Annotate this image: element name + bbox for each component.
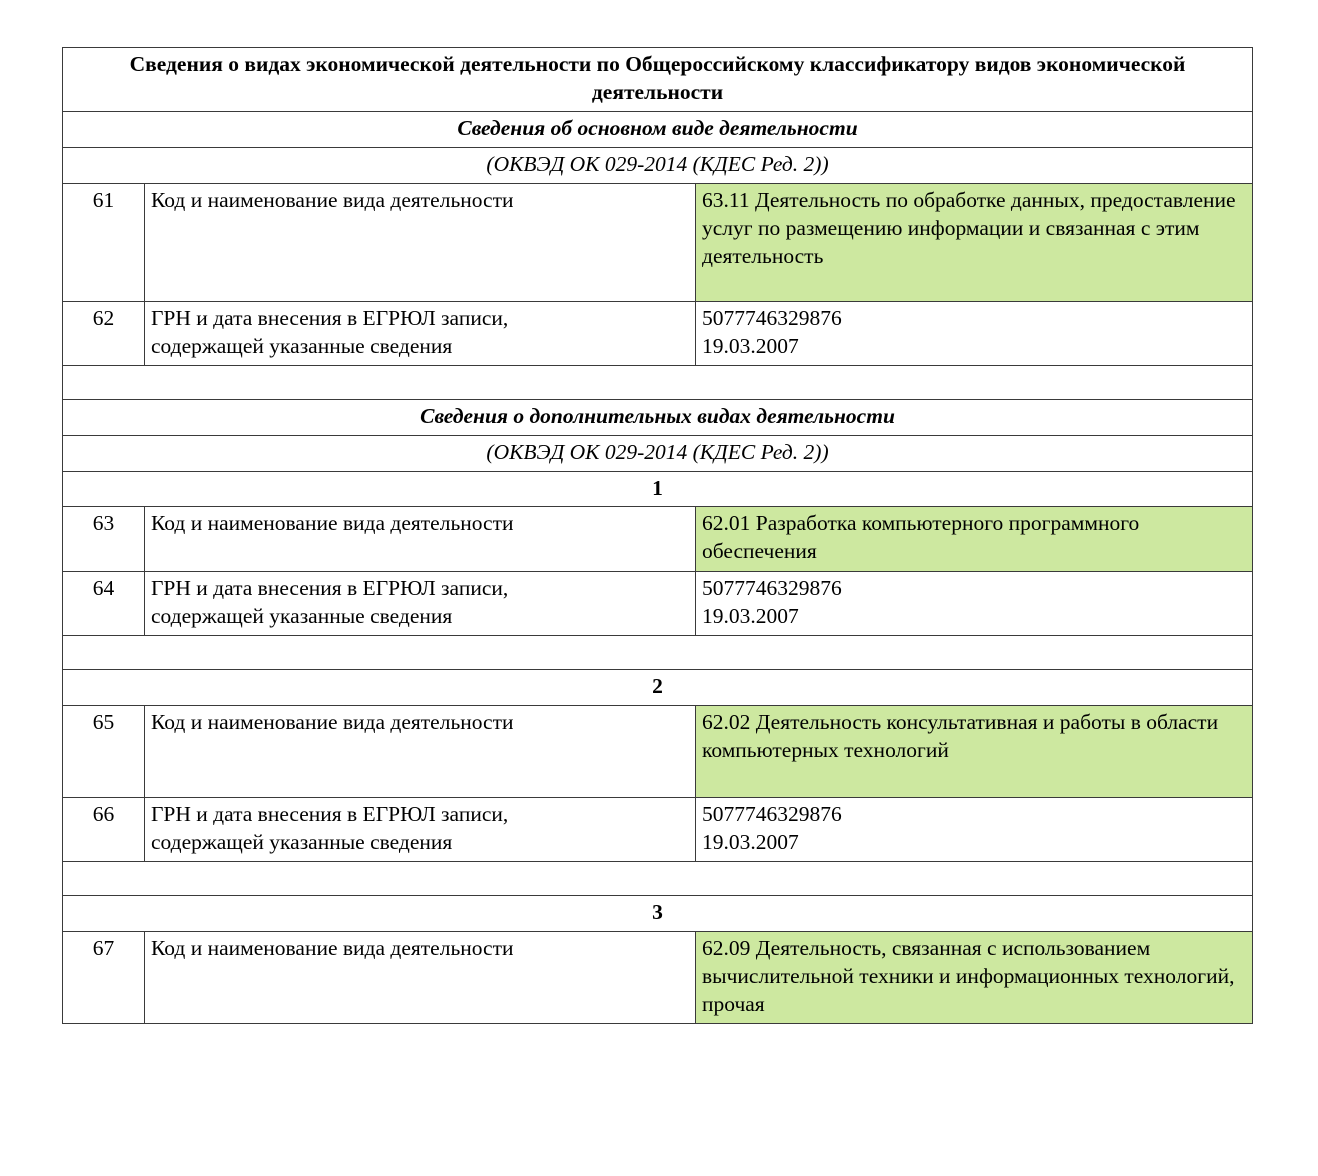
row-label-66-line2: содержащей указанные сведения <box>151 830 453 855</box>
row-value-67: 62.09 Деятельность, связанная с использо… <box>694 931 1254 1025</box>
row-value-62-grn: 5077746329876 <box>702 305 842 330</box>
spacer-cell <box>61 635 1254 671</box>
activity-index-3: 3 <box>61 895 1254 933</box>
row-number-64: 64 <box>62 571 145 637</box>
row-value-61: 63.11 Деятельность по обработке данных, … <box>694 182 1254 302</box>
page-title: Сведения о видах экономической деятельно… <box>61 47 1254 112</box>
row-label-64: ГРН и дата внесения в ЕГРЮЛ записи, соде… <box>144 571 696 637</box>
row-value-62-date: 19.03.2007 <box>702 333 799 358</box>
classifier-main-activity: (ОКВЭД ОК 029-2014 (КДЕС Ред. 2)) <box>61 146 1254 184</box>
row-number-65: 65 <box>62 705 145 799</box>
row-label-62-line1: ГРН и дата внесения в ЕГРЮЛ записи, <box>151 305 509 330</box>
row-label-65: Код и наименование вида деятельности <box>144 705 696 799</box>
spacer-row <box>61 364 1254 400</box>
row-value-66: 5077746329876 19.03.2007 <box>694 797 1254 863</box>
row-label-63: Код и наименование вида деятельности <box>144 506 696 573</box>
table-row: 67 Код и наименование вида деятельности … <box>62 931 1254 1025</box>
row-label-66-line1: ГРН и дата внесения в ЕГРЮЛ записи, <box>151 802 509 827</box>
table-row: 61 Код и наименование вида деятельности … <box>62 182 1254 302</box>
classifier-additional-activities-row: (ОКВЭД ОК 029-2014 (КДЕС Ред. 2)) <box>61 434 1254 472</box>
activity-index-1: 1 <box>61 470 1254 508</box>
table-row: 64 ГРН и дата внесения в ЕГРЮЛ записи, с… <box>62 571 1254 637</box>
table-row: 66 ГРН и дата внесения в ЕГРЮЛ записи, с… <box>62 797 1254 863</box>
row-number-63: 63 <box>62 506 145 573</box>
classifier-additional-activities: (ОКВЭД ОК 029-2014 (КДЕС Ред. 2)) <box>61 434 1254 472</box>
activity-index-2: 2 <box>61 669 1254 707</box>
row-number-61: 61 <box>62 182 145 302</box>
row-number-67: 67 <box>62 931 145 1025</box>
row-number-66: 66 <box>62 797 145 863</box>
activity-index-row-2: 2 <box>61 669 1254 707</box>
spacer-row <box>61 635 1254 671</box>
row-label-62-line2: содержащей указанные сведения <box>151 333 453 358</box>
classifier-main-activity-row: (ОКВЭД ОК 029-2014 (КДЕС Ред. 2)) <box>61 146 1254 184</box>
row-label-61: Код и наименование вида деятельности <box>144 182 696 302</box>
economic-activities-table: Сведения о видах экономической деятельно… <box>61 47 1254 1025</box>
row-value-64: 5077746329876 19.03.2007 <box>694 571 1254 637</box>
section-heading-additional-activities-row: Сведения о дополнительных видах деятельн… <box>61 398 1254 436</box>
activity-index-row-3: 3 <box>61 895 1254 933</box>
row-value-63: 62.01 Разработка компьютерного программн… <box>694 506 1254 573</box>
spacer-cell <box>61 861 1254 897</box>
table-row: 62 ГРН и дата внесения в ЕГРЮЛ записи, с… <box>62 300 1254 366</box>
row-label-64-line1: ГРН и дата внесения в ЕГРЮЛ записи, <box>151 576 509 601</box>
section-heading-additional-activities: Сведения о дополнительных видах деятельн… <box>61 398 1254 436</box>
row-value-64-grn: 5077746329876 <box>702 576 842 601</box>
row-value-66-date: 19.03.2007 <box>702 830 799 855</box>
spacer-cell <box>61 364 1254 400</box>
row-label-64-line2: содержащей указанные сведения <box>151 604 453 629</box>
activity-index-row-1: 1 <box>61 470 1254 508</box>
section-heading-main-activity-row: Сведения об основном виде деятельности <box>61 110 1254 148</box>
table-row: 63 Код и наименование вида деятельности … <box>62 506 1254 573</box>
section-heading-main-activity: Сведения об основном виде деятельности <box>61 110 1254 148</box>
row-value-64-date: 19.03.2007 <box>702 604 799 629</box>
row-value-65: 62.02 Деятельность консультативная и раб… <box>694 705 1254 799</box>
row-value-62: 5077746329876 19.03.2007 <box>694 300 1254 366</box>
row-number-62: 62 <box>62 300 145 366</box>
table-row: 65 Код и наименование вида деятельности … <box>62 705 1254 799</box>
row-label-62: ГРН и дата внесения в ЕГРЮЛ записи, соде… <box>144 300 696 366</box>
row-value-66-grn: 5077746329876 <box>702 802 842 827</box>
row-label-66: ГРН и дата внесения в ЕГРЮЛ записи, соде… <box>144 797 696 863</box>
spacer-row <box>61 861 1254 897</box>
row-label-67: Код и наименование вида деятельности <box>144 931 696 1025</box>
table-title-row: Сведения о видах экономической деятельно… <box>61 47 1254 112</box>
